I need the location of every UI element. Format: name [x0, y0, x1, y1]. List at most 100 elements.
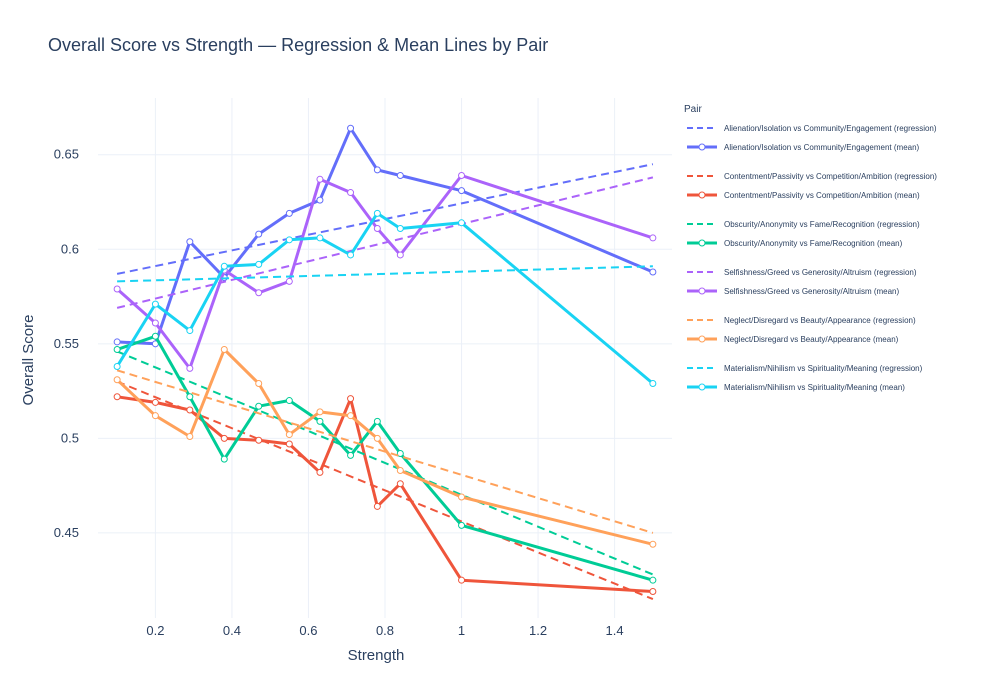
- data-point: [347, 251, 355, 259]
- data-point: [347, 412, 355, 420]
- x-axis-title: Strength: [348, 647, 405, 664]
- data-point: [373, 417, 381, 425]
- data-point: [113, 393, 121, 401]
- data-point: [220, 434, 228, 442]
- data-point: [458, 219, 466, 227]
- data-point: [151, 412, 159, 420]
- legend-item[interactable]: Neglect/Disregard vs Beauty/Appearance (…: [687, 316, 916, 325]
- legend-label: Alienation/Isolation vs Community/Engage…: [724, 143, 920, 152]
- grid: [98, 98, 672, 618]
- legend-label: Contentment/Passivity vs Competition/Amb…: [724, 191, 920, 200]
- data-point: [186, 432, 194, 440]
- legend-item[interactable]: Contentment/Passivity vs Competition/Amb…: [687, 172, 937, 181]
- data-point: [186, 364, 194, 372]
- data-point: [255, 436, 263, 444]
- data-point: [255, 289, 263, 297]
- legend-label: Neglect/Disregard vs Beauty/Appearance (…: [724, 316, 916, 325]
- data-point: [151, 300, 159, 308]
- data-point: [186, 406, 194, 414]
- legend-marker: [698, 191, 706, 199]
- legend-label: Materialism/Nihilism vs Spirituality/Mea…: [724, 364, 923, 373]
- x-tick-label: 0.8: [376, 623, 394, 638]
- series-regression: [116, 176, 654, 309]
- legend-label: Contentment/Passivity vs Competition/Amb…: [724, 172, 937, 181]
- series-mean: [113, 345, 657, 548]
- y-tick-label: 0.45: [54, 525, 79, 540]
- x-tick-label: 0.2: [146, 623, 164, 638]
- data-point: [373, 502, 381, 510]
- legend-item[interactable]: Obscurity/Anonymity vs Fame/Recognition …: [687, 239, 903, 248]
- data-point: [649, 234, 657, 242]
- legend-item[interactable]: Alienation/Isolation vs Community/Engage…: [687, 124, 937, 133]
- legend-label: Obscurity/Anonymity vs Fame/Recognition …: [724, 239, 903, 248]
- data-point: [458, 172, 466, 180]
- legend-item[interactable]: Alienation/Isolation vs Community/Engage…: [687, 143, 920, 152]
- series-mean: [113, 393, 657, 596]
- data-point: [220, 262, 228, 270]
- series-regression: [116, 350, 654, 576]
- data-point: [113, 363, 121, 371]
- data-point: [373, 166, 381, 174]
- data-point: [649, 380, 657, 388]
- legend-item[interactable]: Materialism/Nihilism vs Spirituality/Mea…: [687, 364, 923, 373]
- series-mean: [113, 332, 657, 584]
- x-tick-label: 1: [458, 623, 465, 638]
- legend-item[interactable]: Materialism/Nihilism vs Spirituality/Mea…: [687, 383, 905, 392]
- data-point: [396, 251, 404, 259]
- data-point: [649, 588, 657, 596]
- data-point: [649, 540, 657, 548]
- data-point: [285, 431, 293, 439]
- data-point: [373, 224, 381, 232]
- data-point: [255, 230, 263, 238]
- data-point: [396, 449, 404, 457]
- series-regression: [117, 265, 653, 283]
- mean-line: [116, 395, 653, 593]
- x-axis-ticks: 0.2 0.4 0.6 0.8 1 1.2 1.4: [146, 623, 623, 638]
- data-point: [316, 468, 324, 476]
- data-point: [396, 172, 404, 180]
- data-point: [396, 480, 404, 488]
- data-point: [113, 338, 121, 346]
- data-point: [255, 402, 263, 410]
- data-point: [220, 455, 228, 463]
- mean-line: [116, 174, 654, 370]
- mean-line: [116, 348, 654, 546]
- legend-marker: [698, 143, 706, 151]
- y-tick-label: 0.65: [54, 147, 79, 162]
- legend[interactable]: Alienation/Isolation vs Community/Engage…: [687, 124, 937, 392]
- data-point: [255, 260, 263, 268]
- data-point: [151, 332, 159, 340]
- data-point: [458, 493, 466, 501]
- x-tick-label: 1.4: [606, 623, 624, 638]
- data-point: [316, 175, 324, 183]
- legend-item[interactable]: Selfishness/Greed vs Generosity/Altruism…: [687, 268, 917, 277]
- data-point: [113, 345, 121, 353]
- legend-item[interactable]: Selfishness/Greed vs Generosity/Altruism…: [687, 287, 900, 296]
- data-point: [151, 319, 159, 327]
- series-mean: [113, 209, 657, 388]
- x-tick-label: 0.6: [299, 623, 317, 638]
- x-tick-label: 1.2: [529, 623, 547, 638]
- legend-label: Obscurity/Anonymity vs Fame/Recognition …: [724, 220, 920, 229]
- legend-item[interactable]: Contentment/Passivity vs Competition/Amb…: [687, 191, 920, 200]
- data-point: [285, 236, 293, 244]
- data-point: [396, 467, 404, 475]
- y-axis-ticks: 0.45 0.5 0.55 0.6 0.65: [54, 147, 79, 540]
- data-point: [285, 397, 293, 405]
- data-point: [347, 189, 355, 197]
- data-point: [458, 576, 466, 584]
- legend-item[interactable]: Obscurity/Anonymity vs Fame/Recognition …: [687, 220, 920, 229]
- data-point: [113, 285, 121, 293]
- data-point: [316, 408, 324, 416]
- data-point: [347, 395, 355, 403]
- legend-label: Neglect/Disregard vs Beauty/Appearance (…: [724, 335, 899, 344]
- mean-line: [116, 334, 654, 582]
- data-point: [649, 576, 657, 584]
- legend-marker: [698, 383, 706, 391]
- data-point: [458, 187, 466, 195]
- legend-item[interactable]: Neglect/Disregard vs Beauty/Appearance (…: [687, 335, 899, 344]
- legend-label: Selfishness/Greed vs Generosity/Altruism…: [724, 268, 917, 277]
- data-point: [373, 209, 381, 217]
